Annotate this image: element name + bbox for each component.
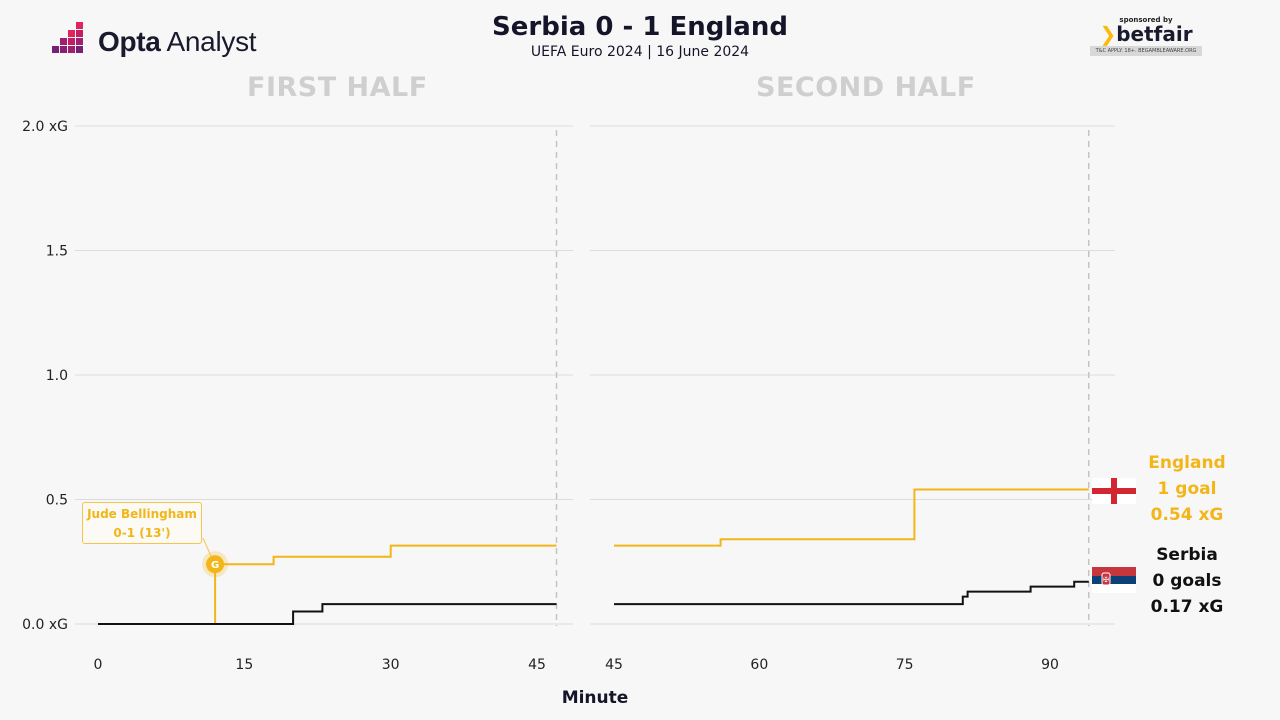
y-tick-label: 1.0	[46, 368, 68, 384]
svg-text:✠: ✠	[1103, 576, 1109, 584]
goal-marker	[206, 555, 225, 574]
betfair-chevron-icon: ❯	[1099, 22, 1117, 46]
series-line-england-second-half	[614, 488, 1089, 547]
serbia-label: Serbia 0 goals 0.17 xG	[1142, 542, 1232, 620]
y-tick-label: 0.5	[46, 493, 68, 509]
y-tick-label: 0.0 xG	[22, 617, 68, 633]
x-tick-label: 15	[235, 657, 253, 673]
page-title: Serbia 0 - 1 England	[492, 12, 788, 42]
opta-logo-icon	[52, 22, 83, 53]
sponsor-brand: ❯betfair	[1099, 22, 1193, 46]
series-line-serbia-second-half	[614, 580, 1089, 606]
goal-annotation: Jude Bellingham 0-1 (13')	[82, 502, 202, 544]
england-flag-icon	[1092, 478, 1136, 504]
england-goals: 1 goal	[1157, 479, 1217, 499]
x-tick-label: 60	[750, 657, 768, 673]
sponsor-by-text: sponsored by	[1119, 16, 1173, 24]
x-tick-label: 0	[94, 657, 103, 673]
opta-analyst-logo: Opta Analyst	[52, 22, 257, 62]
serbia-xg: 0.17 xG	[1150, 597, 1224, 617]
annotation-player: Jude Bellingham	[87, 507, 197, 521]
serbia-flag-icon: ✠	[1092, 567, 1136, 593]
annotation-score: 0-1 (13')	[113, 526, 171, 540]
x-tick-label: 75	[896, 657, 914, 673]
brand-name: Opta Analyst	[98, 26, 257, 57]
serbia-name: Serbia	[1156, 545, 1218, 565]
england-label: England 1 goal 0.54 xG	[1142, 450, 1232, 528]
first-half-label: FIRST HALF	[247, 72, 428, 103]
sponsor-logo: sponsored by ❯betfair T&C APPLY. 18+. BE…	[1090, 16, 1202, 56]
series-line-england-first-half	[98, 544, 557, 625]
goal-marker-label: G	[211, 560, 219, 571]
x-tick-label: 45	[528, 657, 546, 673]
y-tick-label: 2.0 xG	[22, 119, 68, 135]
page-subtitle: UEFA Euro 2024 | 16 June 2024	[530, 44, 750, 60]
series-line-serbia-first-half	[98, 603, 557, 625]
x-axis-label: Minute	[562, 688, 629, 708]
england-name: England	[1148, 453, 1226, 473]
annotation-connector	[202, 537, 212, 557]
england-xg: 0.54 xG	[1150, 505, 1224, 525]
header: Serbia 0 - 1 England UEFA Euro 2024 | 16…	[0, 10, 1280, 60]
x-tick-label: 45	[605, 657, 623, 673]
x-tick-label: 90	[1041, 657, 1059, 673]
sponsor-tc: T&C APPLY. 18+. BEGAMBLEAWARE.ORG	[1090, 46, 1202, 56]
y-tick-label: 1.5	[46, 244, 68, 260]
serbia-goals: 0 goals	[1152, 571, 1222, 591]
second-half-label: SECOND HALF	[756, 72, 976, 103]
x-tick-label: 30	[382, 657, 400, 673]
